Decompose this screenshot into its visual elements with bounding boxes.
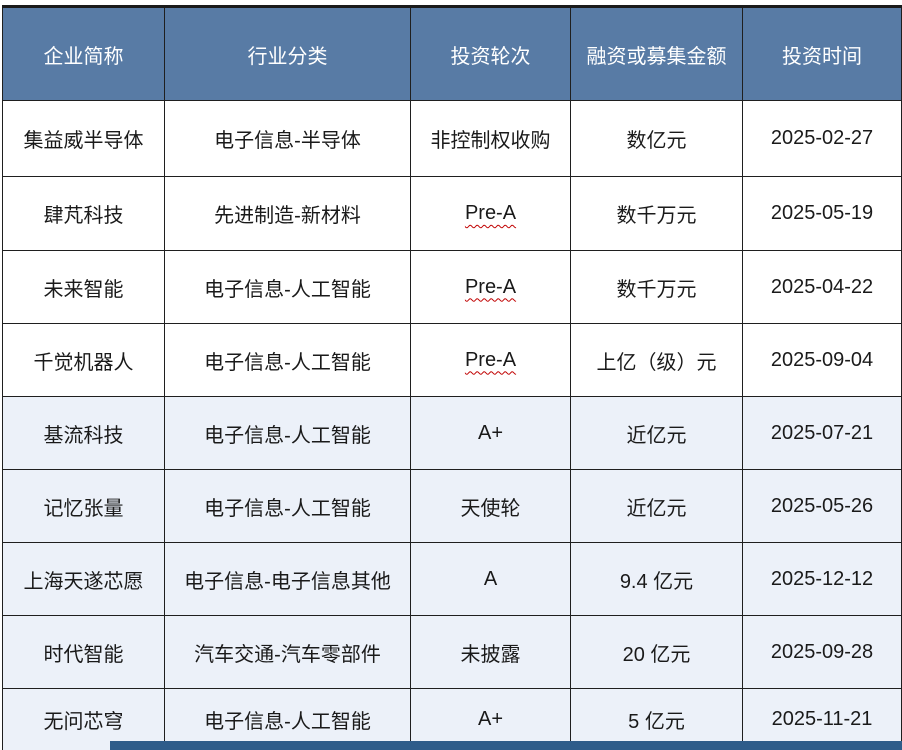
- amount-cell: 上亿（级）元: [570, 323, 743, 397]
- table-row: 时代智能 汽车交通-汽车零部件 未披露 20 亿元 2025-09-28: [2, 615, 902, 689]
- table-row: 记忆张量 电子信息-人工智能 天使轮 近亿元 2025-05-26: [2, 469, 902, 543]
- company-cell: 时代智能: [2, 615, 165, 689]
- round-cell: Pre-A: [410, 250, 571, 324]
- amount-cell: 5 亿元: [570, 688, 743, 750]
- industry-cell: 电子信息-人工智能: [164, 469, 411, 543]
- round-cell: Pre-A: [410, 323, 571, 397]
- investment-table: 企业简称 行业分类 投资轮次 融资或募集金额 投资时间 集益威半导体 电子信息-…: [2, 5, 902, 750]
- date-cell: 2025-09-28: [742, 615, 902, 689]
- column-header-round: 投资轮次: [410, 5, 571, 101]
- round-cell: 天使轮: [410, 469, 571, 543]
- company-cell: 未来智能: [2, 250, 165, 324]
- spellcheck-squiggle-text: Pre-A: [464, 202, 517, 224]
- round-cell: Pre-A: [410, 176, 571, 251]
- table-row: 未来智能 电子信息-人工智能 Pre-A 数千万元 2025-04-22: [2, 250, 902, 324]
- table-row: 肆芃科技 先进制造-新材料 Pre-A 数千万元 2025-05-19: [2, 176, 902, 251]
- amount-cell: 数亿元: [570, 100, 743, 177]
- company-cell: 肆芃科技: [2, 176, 165, 251]
- company-cell: 无问芯穹: [2, 688, 165, 750]
- company-cell: 集益威半导体: [2, 100, 165, 177]
- company-cell: 上海天遂芯愿: [2, 542, 165, 616]
- company-cell: 记忆张量: [2, 469, 165, 543]
- amount-cell: 近亿元: [570, 469, 743, 543]
- spellcheck-squiggle-text: Pre-A: [464, 275, 517, 298]
- industry-cell: 电子信息-电子信息其他: [164, 542, 411, 616]
- date-cell: 2025-05-19: [742, 176, 902, 251]
- table-row: 基流科技 电子信息-人工智能 A+ 近亿元 2025-07-21: [2, 396, 902, 470]
- date-cell: 2025-05-26: [742, 469, 902, 543]
- round-cell: A+: [410, 688, 571, 750]
- date-cell: 2025-07-21: [742, 396, 902, 470]
- amount-cell: 近亿元: [570, 396, 743, 470]
- date-cell: 2025-02-27: [742, 100, 902, 177]
- industry-cell: 电子信息-人工智能: [164, 396, 411, 470]
- industry-cell: 电子信息-人工智能: [164, 250, 411, 324]
- table-row: 无问芯穹 电子信息-人工智能 A+ 5 亿元 2025-11-21: [2, 688, 902, 750]
- company-cell: 基流科技: [2, 396, 165, 470]
- spellcheck-squiggle-text: Pre-A: [464, 348, 517, 371]
- industry-cell: 电子信息-人工智能: [164, 323, 411, 397]
- round-cell: A+: [410, 396, 571, 470]
- column-header-company: 企业简称: [2, 5, 165, 101]
- round-cell: 未披露: [410, 615, 571, 689]
- table-row: 集益威半导体 电子信息-半导体 非控制权收购 数亿元 2025-02-27: [2, 100, 902, 177]
- column-header-amount: 融资或募集金额: [570, 5, 743, 101]
- next-section-partial-bar: [110, 741, 902, 750]
- table-row: 上海天遂芯愿 电子信息-电子信息其他 A 9.4 亿元 2025-12-12: [2, 542, 902, 616]
- amount-cell: 20 亿元: [570, 615, 743, 689]
- amount-cell: 数千万元: [570, 250, 743, 324]
- company-cell: 千觉机器人: [2, 323, 165, 397]
- date-cell: 2025-04-22: [742, 250, 902, 324]
- table-header-row: 企业简称 行业分类 投资轮次 融资或募集金额 投资时间: [2, 5, 902, 101]
- amount-cell: 数千万元: [570, 176, 743, 251]
- date-cell: 2025-12-12: [742, 542, 902, 616]
- amount-cell: 9.4 亿元: [570, 542, 743, 616]
- column-header-date: 投资时间: [742, 5, 902, 101]
- round-cell: 非控制权收购: [410, 100, 571, 177]
- table-row: 千觉机器人 电子信息-人工智能 Pre-A 上亿（级）元 2025-09-04: [2, 323, 902, 397]
- date-cell: 2025-09-04: [742, 323, 902, 397]
- industry-cell: 电子信息-半导体: [164, 100, 411, 177]
- industry-cell: 先进制造-新材料: [164, 176, 411, 251]
- column-header-industry: 行业分类: [164, 5, 411, 101]
- round-cell: A: [410, 542, 571, 616]
- date-cell: 2025-11-21: [742, 688, 902, 750]
- industry-cell: 汽车交通-汽车零部件: [164, 615, 411, 689]
